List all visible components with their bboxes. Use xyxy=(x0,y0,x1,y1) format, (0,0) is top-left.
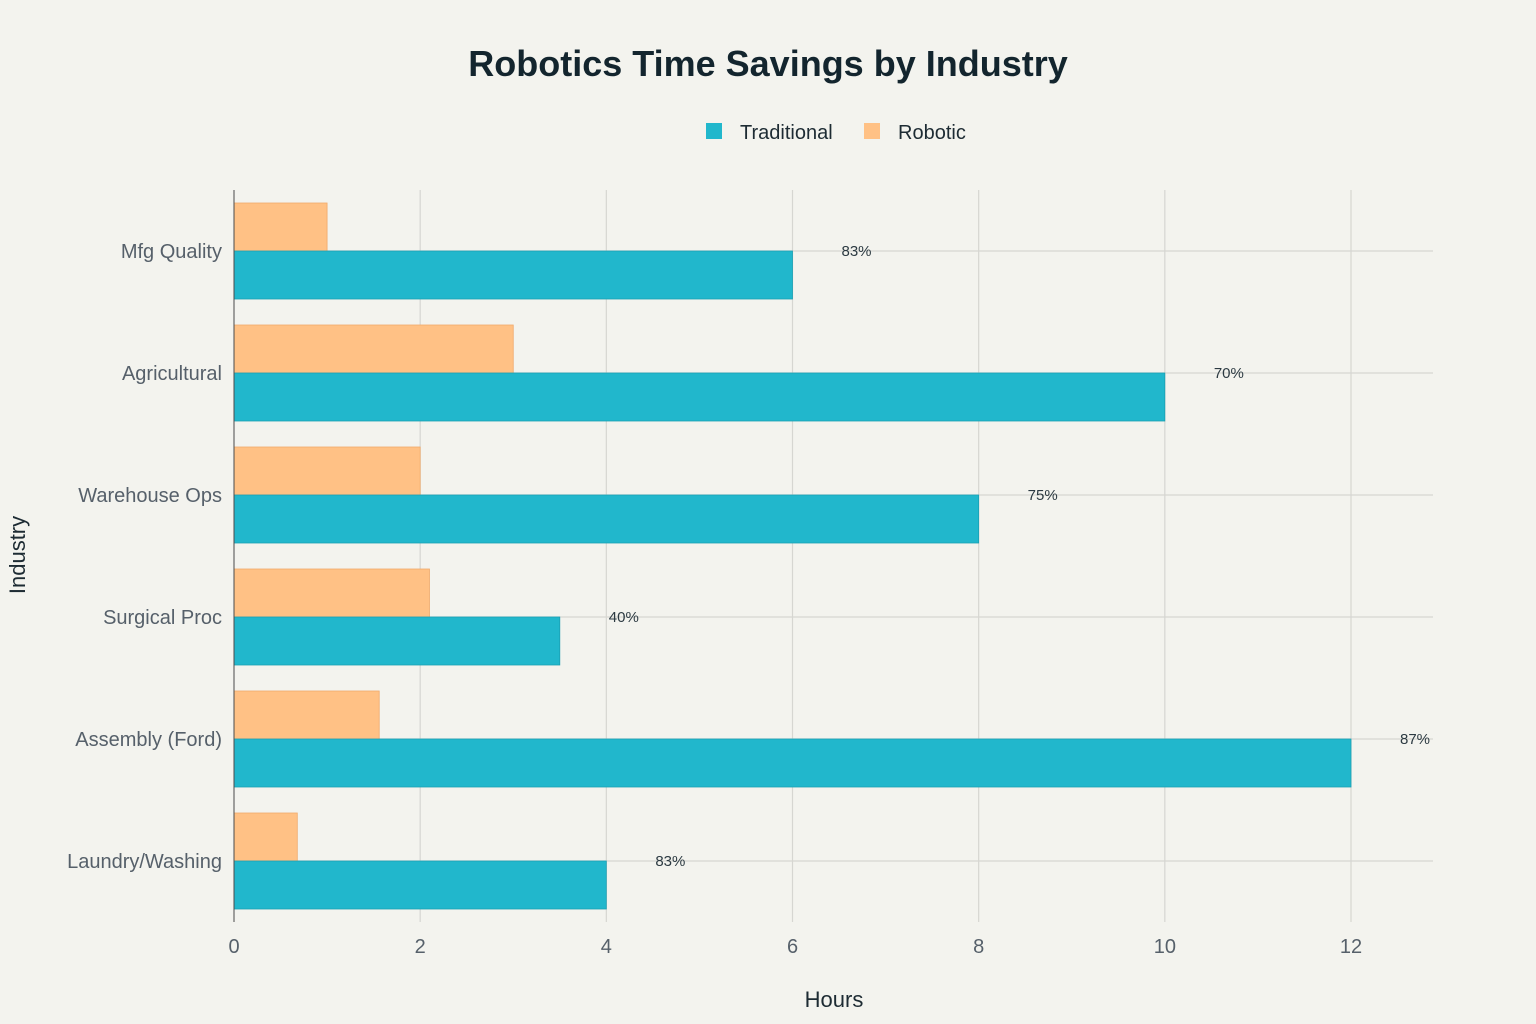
x-tick-label: 2 xyxy=(415,936,426,958)
bar-traditional xyxy=(233,616,561,666)
category-label: Mfg Quality xyxy=(121,241,222,263)
x-tick-label: 10 xyxy=(1154,936,1176,958)
legend: Traditional Robotic xyxy=(706,122,966,144)
bar-robotic xyxy=(233,812,298,862)
bar-robotic xyxy=(233,568,430,618)
bar-robotic xyxy=(233,202,328,252)
data-label-savings: 70% xyxy=(1214,365,1244,382)
bar-traditional xyxy=(233,738,1352,788)
legend-label-traditional: Traditional xyxy=(740,122,833,144)
bar-traditional xyxy=(233,372,1166,422)
category-label: Agricultural xyxy=(122,363,222,385)
x-tick-label: 4 xyxy=(601,936,612,958)
data-labels: 83% 70% 75% 40% 87% 83% xyxy=(609,243,1430,870)
x-tick-label: 0 xyxy=(228,936,239,958)
category-label: Warehouse Ops xyxy=(78,485,222,507)
y-axis-title: Industry xyxy=(5,516,30,594)
category-label: Assembly (Ford) xyxy=(75,729,222,751)
x-tick-labels: 0 2 4 6 8 10 12 xyxy=(228,936,1362,958)
legend-swatch-robotic xyxy=(864,123,880,139)
data-label-savings: 75% xyxy=(1028,487,1058,504)
bar-traditional xyxy=(233,860,607,910)
x-tick-label: 8 xyxy=(973,936,984,958)
legend-label-robotic: Robotic xyxy=(898,122,966,144)
bar-robotic xyxy=(233,324,514,374)
category-label: Laundry/Washing xyxy=(67,851,222,873)
x-tick-label: 12 xyxy=(1340,936,1362,958)
data-label-savings: 87% xyxy=(1400,731,1430,748)
data-label-savings: 40% xyxy=(609,609,639,626)
bar-traditional xyxy=(233,250,793,300)
bars xyxy=(233,202,1352,910)
x-axis-title: Hours xyxy=(805,987,864,1012)
bar-robotic xyxy=(233,690,380,740)
data-label-savings: 83% xyxy=(655,853,685,870)
chart-title: Robotics Time Savings by Industry xyxy=(468,43,1067,84)
bar-robotic xyxy=(233,446,421,496)
legend-swatch-traditional xyxy=(706,123,722,139)
category-labels: Mfg Quality Agricultural Warehouse Ops Surg… xyxy=(67,241,222,873)
category-label: Surgical Proc xyxy=(103,607,222,629)
grid-lines xyxy=(234,190,1433,922)
data-label-savings: 83% xyxy=(842,243,872,260)
bar-traditional xyxy=(233,494,980,544)
x-tick-label: 6 xyxy=(787,936,798,958)
